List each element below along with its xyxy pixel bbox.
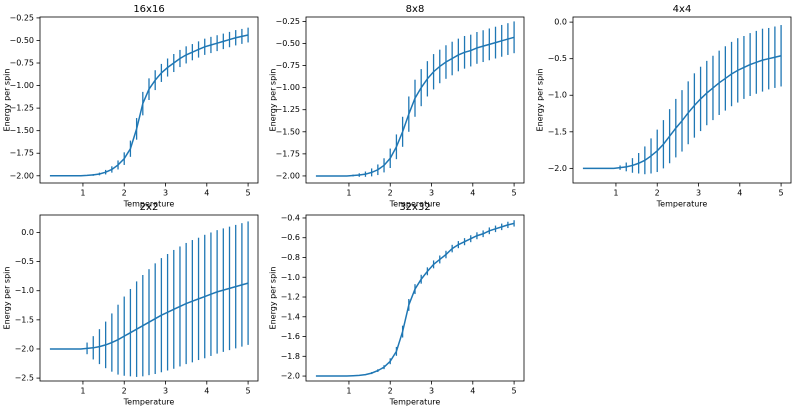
y-tick-label: 0.0 bbox=[554, 18, 567, 27]
x-tick-label: 5 bbox=[512, 387, 517, 396]
y-tick-label: −1.0 bbox=[281, 273, 300, 282]
x-tick-label: 2 bbox=[655, 189, 660, 198]
subplot-title: 32x32 bbox=[399, 202, 430, 213]
x-tick-label: 2 bbox=[122, 387, 127, 396]
y-tick-label: −2.0 bbox=[281, 372, 300, 381]
x-tick-label: 4 bbox=[470, 189, 475, 198]
y-tick-label: −2.0 bbox=[15, 344, 34, 353]
subplot-title: 4x4 bbox=[673, 4, 692, 15]
x-tick-label: 4 bbox=[470, 387, 475, 396]
x-tick-label: 3 bbox=[696, 189, 701, 198]
y-tick-label: −2.5 bbox=[15, 374, 34, 383]
y-tick-label: 0.0 bbox=[21, 228, 34, 237]
x-axis-label: Temperature bbox=[389, 398, 441, 407]
y-tick-label: −0.5 bbox=[548, 54, 567, 63]
subplot: 2x2 1 2 3 4 5 −2.5 −2.0 −1.5 −1.0 −0.5 0.0 Temperatu… bbox=[3, 202, 259, 407]
data-line bbox=[49, 282, 249, 350]
x-axis-label: Temperature bbox=[389, 200, 441, 209]
subplot-title: 8x8 bbox=[406, 4, 425, 15]
y-tick-label: −1.50 bbox=[9, 126, 34, 135]
y-axis-label: Energy per spin bbox=[3, 267, 12, 330]
x-tick-label: 4 bbox=[737, 189, 742, 198]
y-tick-label: −1.2 bbox=[281, 293, 300, 302]
x-tick-label: 3 bbox=[163, 387, 168, 396]
y-tick-label: −0.75 bbox=[275, 61, 300, 70]
y-axis-label: Energy per spin bbox=[269, 267, 278, 330]
subplot-title: 16x16 bbox=[133, 4, 164, 15]
axes-frame bbox=[305, 214, 525, 382]
x-axis-label: Temperature bbox=[123, 200, 175, 209]
y-tick-label: −1.00 bbox=[9, 81, 34, 90]
x-tick-label: 4 bbox=[204, 387, 209, 396]
y-tick-label: −0.6 bbox=[281, 233, 300, 242]
x-tick-label: 1 bbox=[346, 387, 351, 396]
y-tick-label: −2.0 bbox=[548, 164, 567, 173]
axes-frame bbox=[305, 16, 525, 184]
y-tick-label: −1.75 bbox=[275, 149, 300, 158]
x-tick-label: 4 bbox=[204, 189, 209, 198]
x-tick-label: 5 bbox=[779, 189, 784, 198]
y-tick-label: −1.50 bbox=[275, 127, 300, 136]
x-axis-label: Temperature bbox=[656, 200, 708, 209]
y-axis-label: Energy per spin bbox=[536, 69, 545, 132]
axes-frame bbox=[39, 214, 259, 382]
x-tick-label: 3 bbox=[163, 189, 168, 198]
y-tick-label: −1.0 bbox=[548, 91, 567, 100]
y-tick-label: −1.8 bbox=[281, 352, 300, 361]
y-tick-label: −1.0 bbox=[15, 286, 34, 295]
x-tick-label: 2 bbox=[388, 387, 393, 396]
subplot: 32x32 1 2 3 4 5 −2.0 −1.8 −1.6 −1.4 −1.2 −1.0 −0.8 −0… bbox=[269, 202, 525, 407]
x-tick-label: 3 bbox=[429, 387, 434, 396]
x-tick-label: 1 bbox=[80, 189, 85, 198]
subplot-title: 2x2 bbox=[140, 202, 159, 213]
y-tick-label: −1.4 bbox=[281, 312, 300, 321]
data-line bbox=[315, 222, 515, 377]
y-tick-label: −1.5 bbox=[548, 127, 567, 136]
subplot: 8x8 1 2 3 4 5 −2.00 −1.75 −1.50 −1.25 −1.00 −0.75 −0… bbox=[269, 4, 525, 209]
y-axis-label: Energy per spin bbox=[269, 69, 278, 132]
axes-frame bbox=[39, 16, 259, 184]
y-tick-label: −1.6 bbox=[281, 332, 300, 341]
x-tick-label: 5 bbox=[512, 189, 517, 198]
data-line bbox=[315, 36, 515, 177]
y-tick-label: −1.25 bbox=[9, 104, 34, 113]
y-tick-label: −0.5 bbox=[15, 257, 34, 266]
axes-frame bbox=[572, 16, 792, 184]
y-tick-label: −2.00 bbox=[9, 171, 34, 180]
y-tick-label: −1.75 bbox=[9, 149, 34, 158]
y-tick-label: −1.25 bbox=[275, 105, 300, 114]
y-tick-label: −1.00 bbox=[275, 83, 300, 92]
y-tick-label: −0.50 bbox=[9, 36, 34, 45]
x-axis-label: Temperature bbox=[123, 398, 175, 407]
y-tick-label: −0.25 bbox=[275, 17, 300, 26]
x-tick-label: 2 bbox=[388, 189, 393, 198]
y-tick-label: −0.25 bbox=[9, 13, 34, 22]
y-tick-label: −2.00 bbox=[275, 171, 300, 180]
subplot: 4x4 1 2 3 4 5 −2.0 −1.5 −1.0 −0.5 0.0 Temperature En… bbox=[536, 4, 792, 209]
x-tick-label: 5 bbox=[246, 189, 251, 198]
subplot: 16x16 1 2 3 4 5 −2.00 −1.75 −1.50 −1.25 −1.00 −0.75… bbox=[3, 4, 259, 209]
x-tick-label: 1 bbox=[613, 189, 618, 198]
y-tick-label: −0.4 bbox=[281, 213, 300, 222]
y-axis-label: Energy per spin bbox=[3, 69, 12, 132]
data-line bbox=[49, 34, 249, 177]
x-tick-label: 1 bbox=[80, 387, 85, 396]
y-tick-label: −0.50 bbox=[275, 39, 300, 48]
x-tick-label: 5 bbox=[246, 387, 251, 396]
x-tick-label: 2 bbox=[122, 189, 127, 198]
x-tick-label: 3 bbox=[429, 189, 434, 198]
x-tick-label: 1 bbox=[346, 189, 351, 198]
y-tick-label: −0.75 bbox=[9, 59, 34, 68]
y-tick-label: −0.8 bbox=[281, 253, 300, 262]
y-tick-label: −1.5 bbox=[15, 315, 34, 324]
data-line bbox=[582, 55, 782, 170]
